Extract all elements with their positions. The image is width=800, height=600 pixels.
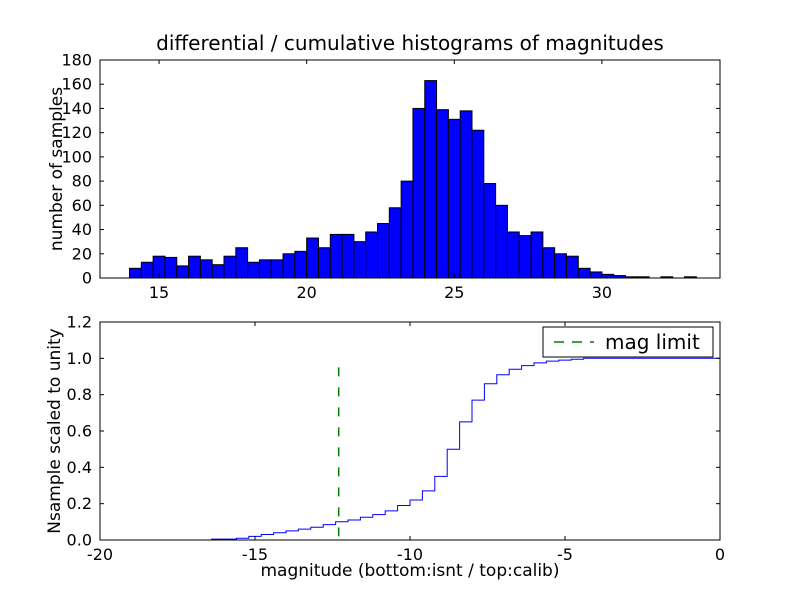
histogram-bar — [306, 237, 319, 279]
x-tick-label: -5 — [557, 545, 573, 564]
histogram-bar — [601, 273, 615, 279]
top-axes-frame — [99, 59, 721, 279]
y-tick-label: 80 — [72, 172, 92, 191]
histogram-bar — [565, 255, 579, 279]
y-tick-label: 1.2 — [67, 313, 92, 332]
y-tick-label: 180 — [61, 51, 92, 70]
x-tick-label: 0 — [715, 545, 725, 564]
y-tick-label: 0.8 — [67, 385, 92, 404]
histogram-bar — [400, 180, 414, 279]
histogram-bar — [258, 259, 272, 279]
histogram-bar — [459, 110, 473, 279]
y-tick-label: 160 — [61, 75, 92, 94]
histogram-bar — [530, 231, 544, 279]
bottom-plot: -20 -15 -10 -5 0 0.0 0.2 0.4 0.6 0.8 1.0 1.2 mag lim… — [67, 313, 726, 565]
histogram-bar — [377, 223, 390, 279]
histogram-bar — [294, 250, 308, 279]
top-y-axis-label: number of samples — [47, 86, 67, 252]
x-tick-label: 30 — [592, 283, 612, 302]
y-tick-label: 40 — [72, 220, 92, 239]
y-tick-label: 0 — [82, 269, 92, 288]
histogram-bar — [589, 271, 603, 279]
y-tick-label: 0.2 — [67, 494, 92, 513]
histogram-bar — [223, 255, 237, 279]
histogram-bar — [542, 247, 556, 279]
x-tick-label: 25 — [444, 283, 464, 302]
cumulative-curve — [100, 357, 720, 541]
histogram-bar — [353, 241, 367, 279]
histogram-bar — [388, 207, 402, 279]
histogram-bar — [188, 255, 201, 279]
histogram-bar — [495, 204, 508, 279]
histogram-bar — [365, 231, 379, 279]
y-tick-label: 100 — [61, 147, 92, 166]
y-tick-label: 20 — [72, 244, 92, 263]
chart-title: differential / cumulative histograms of … — [156, 31, 664, 55]
x-tick-label: -10 — [397, 545, 423, 564]
histogram-bar — [282, 253, 296, 279]
y-tick-label: 0.6 — [67, 422, 92, 441]
y-tick-label: 0.4 — [67, 458, 92, 477]
histogram-bar — [518, 235, 532, 279]
bottom-y-axis-label: Nsample scaled to unity — [45, 328, 65, 534]
x-tick-label: 15 — [149, 283, 169, 302]
histogram-bar — [199, 259, 213, 279]
histogram-bar — [506, 231, 520, 279]
histogram-bar — [140, 261, 154, 279]
x-tick-label: 20 — [296, 283, 316, 302]
y-tick-label: 0.0 — [67, 531, 92, 550]
histogram-bar — [270, 259, 284, 279]
histogram-bar — [577, 267, 591, 279]
histogram-bar — [317, 247, 331, 279]
histogram-bar — [341, 233, 355, 279]
histogram-bar — [176, 265, 190, 279]
histogram-bar — [436, 109, 449, 279]
legend-box — [542, 326, 714, 358]
y-tick-label: 140 — [61, 99, 92, 118]
x-tick-label: -15 — [242, 545, 268, 564]
histogram-bar — [483, 183, 497, 279]
histogram-bar — [164, 256, 178, 279]
histogram-bar — [412, 107, 426, 279]
histogram-bar — [471, 129, 485, 279]
top-plot: 15 20 25 30 0 20 40 60 80 100 120 140 160 180 — [61, 51, 721, 302]
histogram-bar — [211, 264, 225, 279]
x-tick-label: -20 — [87, 545, 113, 564]
histogram-bar — [235, 247, 249, 279]
y-tick-label: 60 — [72, 196, 92, 215]
histogram-bar — [554, 253, 567, 279]
histogram-bar — [129, 267, 142, 279]
histogram-bar — [424, 80, 438, 279]
histogram-bar — [329, 233, 343, 279]
bottom-x-axis-label: magnitude (bottom:isnt / top:calib) — [260, 561, 560, 581]
y-tick-label: 1.0 — [67, 349, 92, 368]
histogram-bar — [447, 118, 461, 279]
legend-label: mag limit — [605, 330, 700, 354]
histogram-bar — [247, 261, 260, 279]
y-tick-label: 120 — [61, 123, 92, 142]
